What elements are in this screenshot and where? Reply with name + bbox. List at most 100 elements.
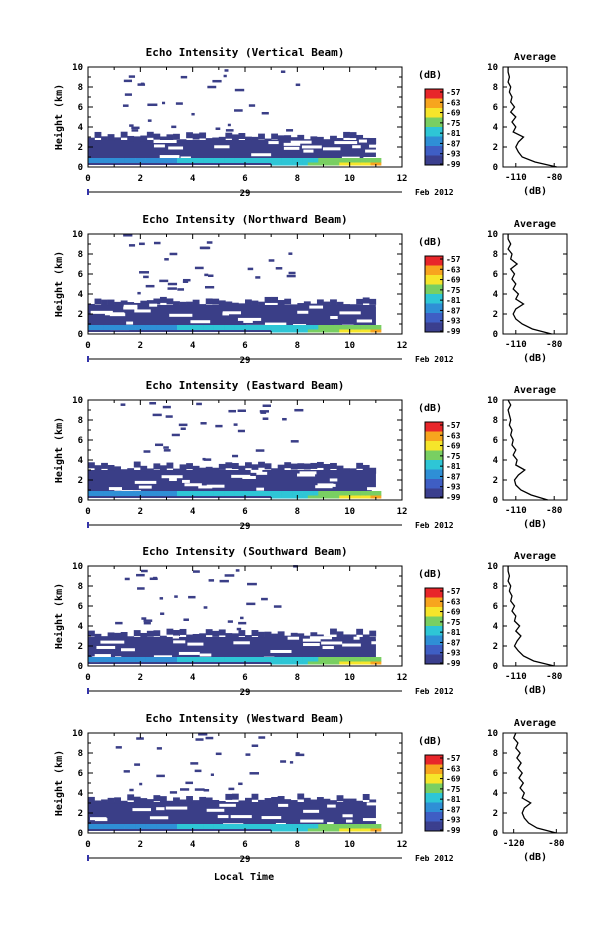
echo-cell bbox=[370, 162, 377, 166]
colorbar-segment bbox=[425, 155, 443, 159]
echo-cell bbox=[323, 495, 330, 499]
date-day-label: 29 bbox=[240, 189, 251, 199]
colorbar-segment bbox=[425, 652, 443, 655]
colorbar-segment bbox=[425, 260, 443, 264]
echo-cell bbox=[187, 325, 193, 330]
avg-y-tick-label: 0 bbox=[493, 662, 498, 672]
echo-cell bbox=[313, 828, 319, 832]
echo-cell bbox=[140, 465, 148, 472]
echo-speck bbox=[191, 112, 195, 116]
echo-cell bbox=[251, 464, 259, 471]
echo-speck bbox=[225, 129, 234, 132]
echo-speck bbox=[124, 93, 132, 96]
echo-cell bbox=[94, 131, 102, 138]
avg-y-tick-label: 10 bbox=[487, 562, 498, 572]
colorbar-tick-label: -69 bbox=[446, 775, 461, 784]
echo-cell bbox=[303, 301, 311, 308]
echo-cell bbox=[276, 329, 282, 333]
colorbar-segment bbox=[425, 258, 443, 262]
echo-cell bbox=[302, 657, 309, 662]
echo-speck bbox=[236, 627, 242, 631]
echo-speck bbox=[286, 274, 296, 278]
avg-y-tick-label: 6 bbox=[493, 103, 498, 113]
colorbar-tick-label: -63 bbox=[446, 98, 461, 107]
echo-gap bbox=[156, 807, 165, 811]
echo-gap bbox=[329, 478, 338, 482]
echo-cell bbox=[173, 797, 180, 804]
colorbar-unit: (dB) bbox=[418, 70, 442, 81]
echo-cell bbox=[323, 661, 330, 665]
echo-speck bbox=[206, 241, 213, 244]
echo-cell bbox=[365, 325, 371, 330]
y-tick-label: 2 bbox=[78, 476, 83, 486]
echo-cell bbox=[365, 329, 371, 333]
echo-cell bbox=[107, 299, 115, 306]
echo-cell bbox=[255, 158, 261, 163]
colorbar-segment bbox=[425, 755, 443, 758]
echo-gap bbox=[327, 804, 336, 808]
echo-cell bbox=[307, 657, 314, 662]
echo-speck bbox=[286, 129, 294, 132]
echo-cell bbox=[231, 134, 239, 141]
y-axis-label: Height (km) bbox=[53, 84, 65, 150]
colorbar-segment bbox=[425, 105, 443, 109]
echo-cell bbox=[114, 632, 122, 639]
echo-cell bbox=[135, 491, 141, 496]
echo-cell bbox=[231, 302, 239, 309]
echo-gap bbox=[261, 816, 282, 820]
echo-gap bbox=[315, 485, 333, 489]
echo-speck bbox=[259, 410, 270, 413]
avg-profile-line bbox=[512, 732, 557, 834]
echo-cell bbox=[339, 495, 345, 499]
echo-cell bbox=[101, 462, 108, 469]
echo-cell bbox=[192, 633, 200, 640]
colorbar-segment bbox=[425, 476, 443, 480]
echo-cell bbox=[133, 136, 141, 143]
echo-cell bbox=[297, 303, 305, 310]
echo-speck bbox=[204, 273, 209, 277]
echo-cell bbox=[234, 657, 241, 662]
echo-gap bbox=[90, 310, 113, 314]
echo-speck bbox=[153, 576, 157, 580]
echo-cell bbox=[370, 657, 377, 662]
echo-cell bbox=[197, 824, 204, 829]
x-tick-label: 10 bbox=[344, 174, 355, 184]
echo-speck bbox=[295, 752, 300, 755]
echo-cell bbox=[114, 797, 122, 804]
echo-cell bbox=[182, 824, 188, 829]
echo-cell bbox=[354, 329, 361, 333]
echo-speck bbox=[177, 288, 185, 291]
colorbar-segment bbox=[425, 595, 443, 598]
colorbar-segment bbox=[425, 256, 443, 259]
echo-gap bbox=[206, 808, 225, 812]
echo-cell bbox=[302, 325, 309, 330]
echo-cell bbox=[156, 824, 162, 829]
echo-gap bbox=[217, 815, 229, 819]
colorbar-segment bbox=[425, 647, 443, 651]
echo-cell bbox=[173, 468, 180, 475]
echo-speck bbox=[261, 597, 268, 601]
echo-speck bbox=[171, 125, 177, 129]
avg-x-tick-label: -110 bbox=[505, 340, 527, 350]
echo-cell bbox=[356, 800, 364, 807]
avg-x-label: (dB) bbox=[523, 852, 547, 863]
echo-cell bbox=[107, 632, 115, 639]
colorbar-segment bbox=[425, 452, 443, 456]
echo-cell bbox=[197, 491, 204, 496]
y-axis-label: Height (km) bbox=[53, 750, 65, 816]
colorbar-segment bbox=[425, 464, 443, 468]
colorbar-segment bbox=[425, 479, 443, 482]
echo-cell bbox=[333, 657, 340, 662]
echo-cell bbox=[238, 132, 246, 139]
echo-cell bbox=[159, 296, 167, 303]
x-tick-label: 0 bbox=[85, 673, 90, 683]
echo-speck bbox=[159, 597, 164, 600]
echo-cell bbox=[127, 135, 135, 142]
echo-cell bbox=[212, 630, 220, 637]
colorbar-segment bbox=[425, 443, 443, 447]
echo-cell bbox=[370, 824, 377, 829]
colorbar-segment bbox=[425, 474, 443, 478]
y-tick-label: 6 bbox=[78, 436, 83, 446]
colorbar-tick-label: -99 bbox=[446, 160, 461, 169]
echo-cell bbox=[197, 325, 204, 330]
